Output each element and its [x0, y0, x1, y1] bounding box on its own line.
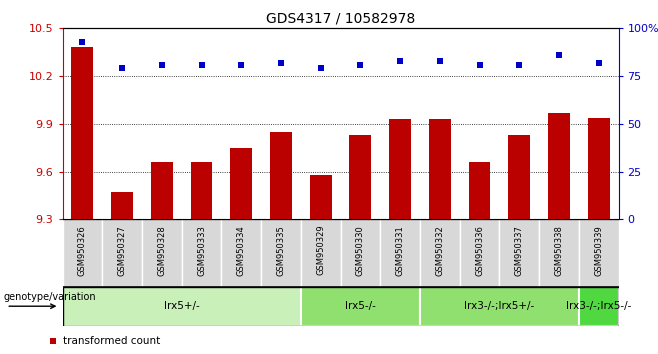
Text: GSM950329: GSM950329: [316, 225, 325, 275]
Bar: [151, 162, 172, 219]
Bar: [63, 287, 301, 326]
Bar: [579, 219, 619, 287]
Text: GSM950330: GSM950330: [356, 225, 365, 276]
Text: GSM950327: GSM950327: [118, 225, 126, 276]
Text: transformed count: transformed count: [63, 336, 160, 346]
Text: genotype/variation: genotype/variation: [3, 292, 96, 302]
Title: GDS4317 / 10582978: GDS4317 / 10582978: [266, 12, 415, 26]
Point: [514, 62, 524, 68]
Point: [236, 62, 247, 68]
Bar: [509, 135, 530, 219]
Bar: [111, 193, 133, 219]
Bar: [460, 219, 499, 287]
Text: GSM950337: GSM950337: [515, 225, 524, 276]
Bar: [310, 175, 332, 219]
Bar: [230, 148, 252, 219]
Point: [196, 62, 207, 68]
Bar: [380, 219, 420, 287]
Text: lrx3-/-;lrx5+/-: lrx3-/-;lrx5+/-: [465, 301, 534, 311]
Text: lrx5+/-: lrx5+/-: [164, 301, 199, 311]
Point: [594, 60, 604, 65]
Bar: [349, 135, 371, 219]
Point: [238, 36, 249, 41]
Text: lrx5-/-: lrx5-/-: [345, 301, 376, 311]
Bar: [420, 219, 460, 287]
Point: [434, 58, 445, 64]
Text: GSM950333: GSM950333: [197, 225, 206, 276]
Point: [355, 62, 366, 68]
Bar: [261, 219, 301, 287]
Bar: [270, 132, 292, 219]
Bar: [420, 287, 579, 326]
Bar: [142, 219, 182, 287]
Point: [238, 245, 249, 251]
Point: [276, 60, 286, 65]
Text: GSM950334: GSM950334: [237, 225, 245, 276]
Bar: [548, 113, 570, 219]
Bar: [301, 219, 340, 287]
Text: GSM950328: GSM950328: [157, 225, 166, 276]
Bar: [221, 219, 261, 287]
Point: [117, 65, 128, 71]
Bar: [389, 119, 411, 219]
Bar: [499, 219, 539, 287]
Bar: [539, 219, 579, 287]
Text: GSM950335: GSM950335: [276, 225, 286, 276]
Bar: [579, 287, 619, 326]
Bar: [63, 219, 102, 287]
Bar: [102, 219, 142, 287]
Point: [474, 62, 485, 68]
Bar: [191, 162, 213, 219]
Bar: [341, 219, 380, 287]
Point: [553, 52, 564, 58]
Bar: [429, 119, 451, 219]
Bar: [301, 287, 420, 326]
Text: GSM950336: GSM950336: [475, 225, 484, 276]
Bar: [468, 162, 490, 219]
Text: GSM950331: GSM950331: [395, 225, 405, 276]
Text: GSM950338: GSM950338: [555, 225, 563, 276]
Text: GSM950332: GSM950332: [436, 225, 444, 276]
Text: GSM950326: GSM950326: [78, 225, 87, 276]
Point: [77, 39, 88, 45]
Bar: [182, 219, 221, 287]
Point: [157, 62, 167, 68]
Point: [315, 65, 326, 71]
Point: [395, 58, 405, 64]
Text: GSM950339: GSM950339: [594, 225, 603, 276]
Text: lrx3-/-;lrx5-/-: lrx3-/-;lrx5-/-: [566, 301, 631, 311]
Bar: [588, 118, 609, 219]
Bar: [72, 47, 93, 219]
